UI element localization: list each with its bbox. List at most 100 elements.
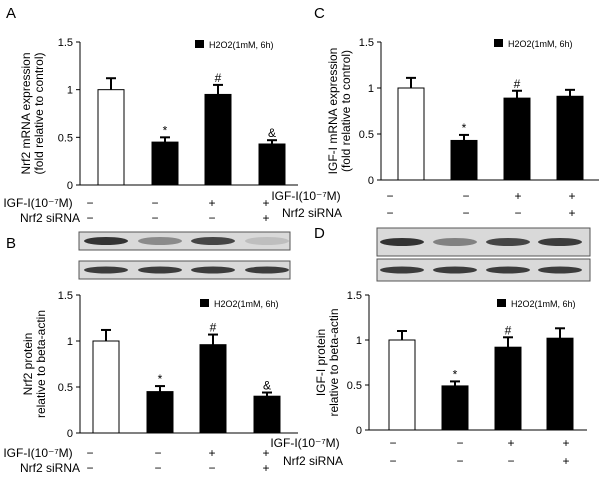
row-symbol: − bbox=[386, 206, 393, 220]
bar bbox=[441, 385, 469, 431]
row-symbol: − bbox=[462, 206, 469, 220]
y-axis-label-line: (fold relative to control) bbox=[339, 50, 353, 172]
row-symbol: + bbox=[568, 189, 575, 203]
blot-band bbox=[84, 266, 128, 274]
panel-letter: D bbox=[314, 225, 325, 242]
significance-marker: # bbox=[505, 323, 512, 337]
blot-band bbox=[380, 266, 424, 274]
bar bbox=[503, 97, 531, 181]
significance-marker: * bbox=[453, 367, 458, 381]
bar bbox=[546, 337, 574, 431]
blot-band bbox=[538, 266, 582, 274]
y-axis-label-line: IGF-I mRNA expression bbox=[326, 48, 340, 175]
row-symbol: + bbox=[208, 446, 215, 460]
blot-strip bbox=[376, 258, 591, 282]
significance-marker: * bbox=[158, 372, 163, 386]
bar bbox=[388, 339, 416, 431]
blot-strip bbox=[78, 231, 291, 251]
row-label-sirna: Nrf2 siRNA bbox=[282, 206, 342, 220]
y-tick-label: 1.5 bbox=[58, 37, 73, 49]
y-tick-label: 1 bbox=[67, 85, 73, 97]
y-axis-label: Nrf2 mRNA expression(fold relative to co… bbox=[19, 52, 46, 174]
y-axis-label-line: relative to beta-actin bbox=[34, 310, 48, 418]
row-symbol: − bbox=[154, 446, 161, 460]
y-tick-label: 1 bbox=[356, 335, 362, 347]
y-tick-label: 0.5 bbox=[347, 380, 362, 392]
y-tick-label: 0.5 bbox=[58, 132, 73, 144]
panel-letter: B bbox=[6, 235, 16, 252]
row-symbol: − bbox=[507, 454, 514, 468]
row-symbol: − bbox=[86, 461, 93, 475]
legend-swatch bbox=[494, 39, 503, 47]
legend-swatch bbox=[200, 299, 209, 307]
row-symbol: − bbox=[208, 461, 215, 475]
row-symbol: − bbox=[514, 206, 521, 220]
row-label-sirna: Nrf2 siRNA bbox=[20, 461, 80, 475]
significance-marker: # bbox=[215, 71, 222, 85]
row-symbol: + bbox=[262, 196, 269, 210]
y-tick-label: 0.5 bbox=[359, 129, 374, 141]
blot-band bbox=[486, 238, 530, 246]
y-tick-label: 0 bbox=[67, 428, 73, 440]
row-symbol: + bbox=[562, 436, 569, 450]
row-symbol: + bbox=[262, 461, 269, 475]
row-symbol: − bbox=[151, 196, 158, 210]
legend-label: H2O2(1mM, 6h) bbox=[508, 39, 573, 49]
blot-band bbox=[380, 238, 424, 246]
row-symbol: − bbox=[154, 461, 161, 475]
blot-band bbox=[138, 237, 182, 245]
bar bbox=[258, 143, 286, 186]
y-axis-label-line: IGF-I protein bbox=[314, 329, 328, 396]
row-symbol: − bbox=[151, 211, 158, 225]
y-tick-label: 0.5 bbox=[58, 382, 73, 394]
bar bbox=[397, 87, 425, 181]
row-symbol: + bbox=[507, 436, 514, 450]
bar bbox=[146, 391, 174, 434]
row-label-sirna: Nrf2 siRNA bbox=[283, 454, 343, 468]
bar bbox=[253, 395, 281, 434]
legend-label: H2O2(1mM, 6h) bbox=[511, 299, 576, 309]
row-symbol: − bbox=[86, 196, 93, 210]
blot-band bbox=[245, 237, 289, 245]
legend-swatch bbox=[195, 40, 204, 48]
row-symbol: − bbox=[389, 454, 396, 468]
bar bbox=[204, 93, 232, 186]
blot-band bbox=[191, 266, 235, 274]
row-symbol: − bbox=[86, 211, 93, 225]
row-label-igf: IGF-I(10⁻⁷M) bbox=[3, 446, 72, 460]
significance-marker: # bbox=[210, 321, 217, 335]
y-tick-label: 1.5 bbox=[347, 290, 362, 302]
y-tick-label: 0 bbox=[356, 425, 362, 437]
panel-letter: C bbox=[314, 5, 325, 22]
row-symbol: − bbox=[86, 446, 93, 460]
y-tick-label: 1.5 bbox=[58, 290, 73, 302]
blot-band bbox=[433, 266, 477, 274]
blot-band bbox=[245, 266, 289, 274]
significance-marker: & bbox=[263, 379, 271, 393]
significance-marker: & bbox=[268, 126, 276, 140]
y-tick-label: 0 bbox=[67, 180, 73, 192]
row-symbol: + bbox=[562, 454, 569, 468]
row-label-igf: IGF-I(10⁻⁷M) bbox=[271, 189, 340, 203]
row-symbol: + bbox=[262, 211, 269, 225]
bar bbox=[97, 89, 125, 186]
bar bbox=[199, 344, 227, 434]
row-symbol: + bbox=[262, 446, 269, 460]
blot-band bbox=[84, 237, 128, 245]
row-symbol: − bbox=[462, 189, 469, 203]
blot-band bbox=[486, 266, 530, 274]
row-label-igf: IGF-I(10⁻⁷M) bbox=[270, 436, 339, 450]
row-symbol: + bbox=[514, 189, 521, 203]
significance-marker: * bbox=[163, 123, 168, 137]
y-axis-label: IGF-I proteinrelative to beta-actin bbox=[314, 308, 341, 416]
row-symbol: + bbox=[568, 206, 575, 220]
legend-swatch bbox=[497, 299, 506, 307]
bar bbox=[556, 95, 584, 181]
y-axis-label: Nrf2 proteinrelative to beta-actin bbox=[21, 310, 48, 418]
row-label-sirna: Nrf2 siRNA bbox=[20, 211, 80, 225]
blot-strip bbox=[78, 260, 291, 280]
row-symbol: + bbox=[208, 196, 215, 210]
y-axis-label-line: relative to beta-actin bbox=[327, 308, 341, 416]
y-axis-label-line: (fold relative to control) bbox=[32, 52, 46, 174]
